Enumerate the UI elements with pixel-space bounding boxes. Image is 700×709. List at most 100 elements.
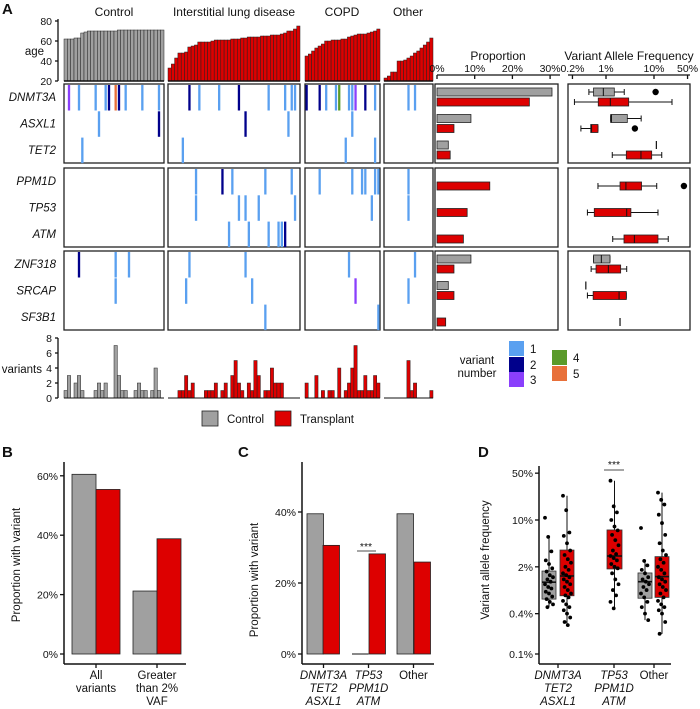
variant-mark-TP53 (407, 195, 410, 221)
variant-count-bar (204, 390, 208, 399)
d-point (643, 571, 647, 576)
variant-mark-TP53 (244, 195, 247, 221)
variant-count-bar (143, 390, 148, 399)
vaf-outlier (652, 88, 659, 96)
variant-count-bar (223, 382, 228, 399)
b-bar-control (132, 590, 158, 655)
c-y-tick-label: 40% (275, 507, 296, 519)
age-bar (373, 30, 377, 82)
variant-count-bar (314, 375, 319, 399)
variant-mark-SF3B1 (377, 304, 380, 331)
age-bar (289, 30, 294, 82)
c-bar-transplant (413, 561, 431, 655)
c-x-tick-label: TP53 (355, 670, 383, 682)
oncoprint-block (167, 167, 301, 248)
variant-mark-TET2 (373, 137, 377, 164)
proportion-tick-label: 0% (429, 63, 444, 75)
age-bar (237, 38, 241, 82)
age-bar (93, 30, 98, 82)
d-point (661, 560, 666, 565)
age-bar (321, 43, 325, 82)
d-point (644, 588, 649, 592)
d-point (663, 532, 668, 537)
age-bar (120, 29, 125, 82)
variants-axis-label: variants (2, 364, 43, 376)
d-point (566, 595, 571, 600)
b-x-tick-label: variants (76, 683, 117, 695)
d-point (569, 560, 573, 565)
variant-mark-ATM (277, 221, 280, 248)
age-bar (210, 40, 215, 82)
legend-swatch-control (201, 410, 219, 427)
variant-count-bar (123, 390, 128, 399)
d-point (612, 524, 617, 529)
variant-legend-swatch-3 (509, 372, 524, 387)
variant-count-bar (327, 390, 332, 399)
variant-mark-TP53 (293, 195, 297, 221)
variant-mark-DNMT3A (373, 85, 377, 111)
c-x-tick-label: PPM1D (349, 683, 389, 695)
variant-mark-PPM1D (364, 169, 367, 195)
d-point (562, 585, 567, 589)
variant-mark-TP53 (237, 195, 241, 221)
d-point (657, 541, 662, 546)
d-point (613, 577, 618, 582)
d-point (547, 573, 552, 578)
d-x-tick-label: ATM (601, 696, 626, 708)
age-bar (256, 36, 261, 82)
variant-count-bar (210, 390, 215, 399)
age-bar (279, 33, 284, 82)
oncoprint-block (63, 250, 165, 331)
age-bar (73, 37, 78, 82)
age-bar (396, 60, 401, 82)
proportion-tick-label: 30% (540, 63, 561, 75)
d-point (659, 497, 664, 502)
d-point (643, 611, 647, 616)
d-point (549, 549, 554, 554)
variant-count-bar (429, 390, 434, 399)
d-point (611, 556, 616, 560)
d-point (545, 577, 550, 582)
d-box-transplant (606, 529, 623, 570)
b-y-axis-label: Proportion with variant (11, 507, 23, 622)
c-bar-transplant (322, 544, 340, 655)
d-point (611, 588, 615, 592)
d-point (543, 558, 548, 563)
variant-mark-DNMT3A (354, 85, 357, 111)
d-point (551, 575, 555, 580)
d-point (616, 582, 621, 587)
group-title-control: Control (95, 5, 134, 19)
variant-mark-ATM (247, 221, 251, 248)
oncoprint-block (383, 167, 434, 248)
variant-mark-DNMT3A (413, 85, 417, 111)
d-y-tick-label: 10% (512, 515, 533, 527)
d-point (662, 605, 667, 610)
vaf-box-TP53-transplant (593, 208, 632, 217)
variant-count-bar (140, 390, 145, 399)
d-point (550, 566, 555, 571)
age-bar (327, 40, 332, 82)
d-point (656, 564, 660, 569)
age-bar (390, 71, 395, 82)
age-bar (137, 29, 141, 82)
gene-label-SF3B1: SF3B1 (21, 312, 56, 324)
vaf-box-PPM1D-transplant (619, 181, 642, 191)
vaf-block (567, 250, 691, 331)
d-point (548, 579, 553, 584)
variant-mark-ZNF318 (347, 252, 351, 278)
d-point (640, 577, 645, 582)
age-bar (406, 57, 411, 82)
d-point (660, 521, 664, 525)
variant-count-bar (279, 382, 284, 399)
d-point (562, 620, 567, 624)
age-bar (227, 39, 231, 82)
age-bar (233, 38, 238, 82)
proportion-bar-PPM1D-transplant (436, 181, 491, 191)
d-significance: *** (608, 459, 620, 471)
variant-legend-title-1: variant (460, 355, 495, 367)
d-point (656, 608, 661, 613)
d-point (639, 605, 644, 610)
variant-legend-label: 2 (530, 360, 536, 372)
age-bar (304, 55, 309, 82)
proportion-bar-TET2-transplant (436, 150, 451, 160)
